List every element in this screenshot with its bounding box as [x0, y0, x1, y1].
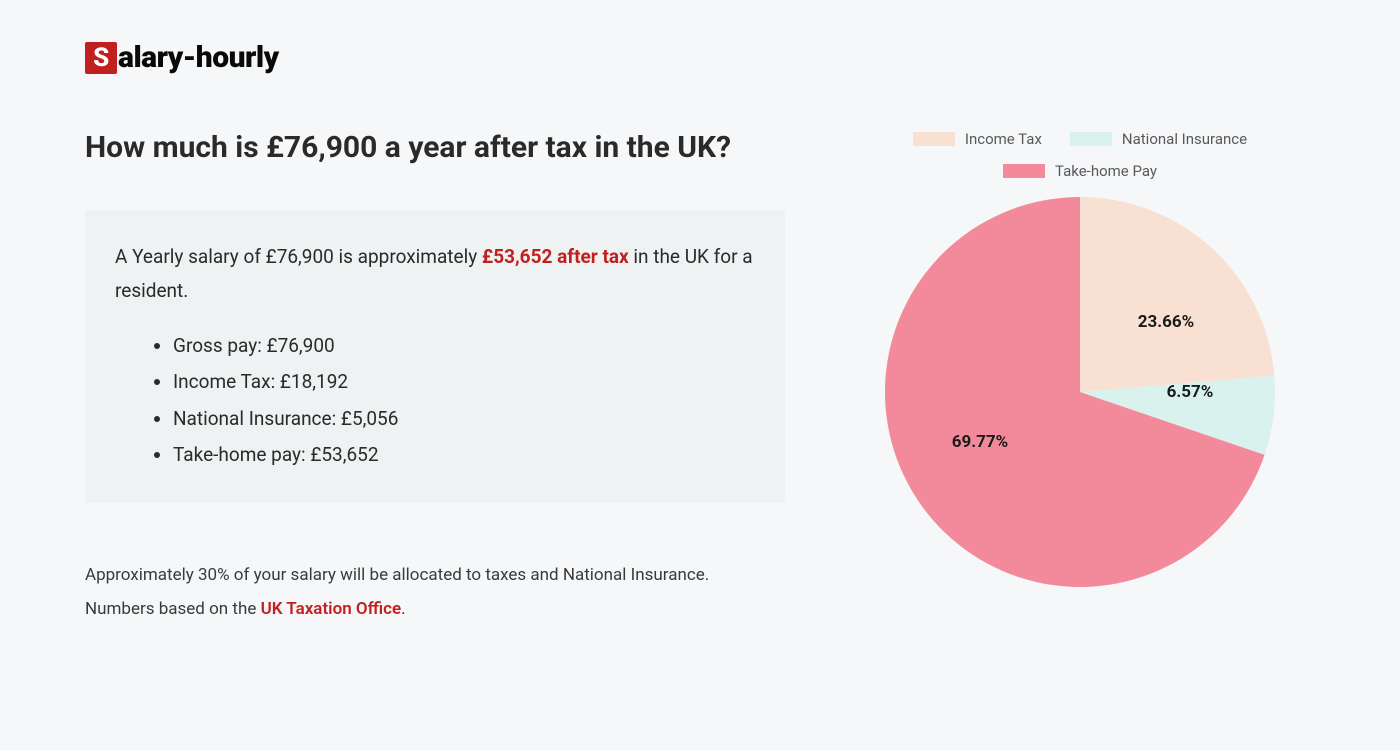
legend-item: National Insurance	[1070, 130, 1247, 148]
legend-label: Income Tax	[965, 130, 1042, 148]
footer-line2-pre: Numbers based on the	[85, 599, 261, 619]
legend-label: Take-home Pay	[1055, 162, 1157, 180]
legend-item: Take-home Pay	[1003, 162, 1157, 180]
legend-label: National Insurance	[1122, 130, 1247, 148]
chart-legend: Income Tax National Insurance Take-home …	[845, 130, 1315, 180]
summary-highlight: £53,652 after tax	[482, 245, 629, 268]
pie-svg	[880, 192, 1280, 592]
legend-swatch	[1003, 164, 1045, 178]
footer-note: Approximately 30% of your salary will be…	[85, 558, 785, 626]
list-item: Take-home pay: £53,652	[173, 437, 755, 473]
legend-item: Income Tax	[913, 130, 1042, 148]
list-item: Income Tax: £18,192	[173, 364, 755, 400]
summary-pre: A Yearly salary of £76,900 is approximat…	[115, 245, 482, 268]
taxation-office-link[interactable]: UK Taxation Office	[261, 599, 402, 619]
pie-slice-label: 6.57%	[1167, 382, 1214, 402]
legend-swatch	[913, 132, 955, 146]
pie-slice-label: 69.77%	[952, 432, 1009, 452]
list-item: Gross pay: £76,900	[173, 328, 755, 364]
logo-initial: S	[85, 42, 117, 74]
footer-line2-post: .	[401, 599, 405, 619]
legend-swatch	[1070, 132, 1112, 146]
summary-text: A Yearly salary of £76,900 is approximat…	[115, 240, 755, 308]
logo-text: alary-hourly	[118, 40, 279, 75]
site-logo: Salary-hourly	[85, 40, 1315, 75]
footer-line1: Approximately 30% of your salary will be…	[85, 565, 709, 585]
breakdown-list: Gross pay: £76,900 Income Tax: £18,192 N…	[115, 328, 755, 472]
page-title: How much is £76,900 a year after tax in …	[85, 130, 785, 165]
pie-slice-label: 23.66%	[1138, 312, 1195, 332]
list-item: National Insurance: £5,056	[173, 401, 755, 437]
summary-box: A Yearly salary of £76,900 is approximat…	[85, 210, 785, 503]
pie-chart: 23.66% 6.57% 69.77%	[880, 192, 1280, 592]
